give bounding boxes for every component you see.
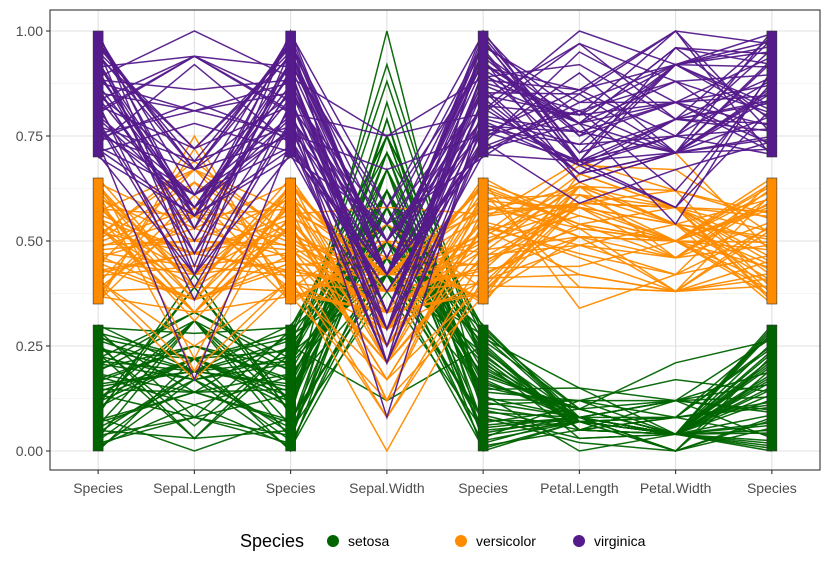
series-line-versicolor	[97, 244, 773, 364]
legend-title: Species	[240, 531, 304, 551]
legend-key-setosa	[327, 535, 339, 547]
species-box-virginica	[477, 30, 489, 158]
x-tick-label: Sepal.Length	[153, 480, 236, 496]
x-tick-label: Species	[458, 480, 508, 496]
x-axis: Species Sepal.Length Species Sepal.Width Spe…	[73, 470, 797, 496]
legend: Species setosa versicolor virginica	[240, 531, 646, 551]
x-tick-label: Species	[73, 480, 123, 496]
species-box-virginica	[285, 30, 296, 158]
y-tick-label: 0.75	[16, 128, 43, 144]
series-line-virginica	[97, 67, 773, 349]
series-line-virginica	[97, 30, 773, 137]
series-line-virginica	[97, 45, 773, 243]
series-line-virginica	[97, 110, 773, 365]
series-line-virginica	[97, 81, 773, 277]
series-line-virginica	[97, 86, 773, 277]
species-box-versicolor	[92, 177, 104, 305]
series-line-versicolor	[97, 199, 773, 348]
series-line-setosa	[97, 239, 773, 440]
species-box-versicolor	[477, 177, 489, 305]
series-line-virginica	[97, 34, 773, 277]
species-box-setosa	[766, 324, 778, 452]
legend-label-versicolor: versicolor	[476, 533, 536, 549]
series-line-versicolor	[97, 168, 772, 259]
y-tick-label: 1.00	[16, 23, 43, 39]
y-tick-label: 0.25	[16, 338, 43, 354]
y-axis: 0.00 0.25 0.50 0.75 1.00	[16, 23, 50, 459]
series-line-virginica	[97, 31, 773, 231]
x-tick-label: Sepal.Width	[349, 480, 424, 496]
x-tick-label: Species	[266, 480, 316, 496]
series-line-versicolor	[98, 185, 772, 314]
series-line-setosa	[97, 189, 773, 410]
series-line-virginica	[97, 39, 773, 277]
series-line-virginica	[97, 118, 772, 365]
series-line-virginica	[97, 30, 773, 348]
series-line-virginica	[97, 57, 773, 277]
panel-border	[49, 9, 821, 471]
legend-label-setosa: setosa	[348, 533, 389, 549]
x-tick-label: Petal.Length	[540, 480, 619, 496]
species-box-versicolor	[285, 177, 296, 305]
series-line-virginica	[98, 79, 773, 315]
legend-label-virginica: virginica	[594, 533, 646, 549]
series-line-versicolor	[97, 228, 773, 348]
y-tick-label: 0.50	[16, 233, 43, 249]
species-box-setosa	[92, 324, 104, 452]
series-line-versicolor	[97, 179, 773, 365]
species-box-virginica	[766, 30, 778, 158]
series-line-virginica	[97, 46, 773, 315]
series-line-virginica	[98, 55, 772, 277]
species-box-setosa	[285, 324, 296, 452]
x-tick-label: Petal.Width	[640, 480, 712, 496]
species-box-setosa	[477, 324, 489, 452]
legend-key-versicolor	[455, 535, 467, 547]
series-line-virginica	[97, 28, 773, 277]
legend-key-virginica	[573, 535, 585, 547]
series-line-versicolor	[97, 164, 773, 276]
y-tick-label: 0.00	[16, 443, 43, 459]
x-tick-label: Species	[747, 480, 797, 496]
series-line-virginica	[97, 36, 773, 366]
series-line-versicolor	[97, 223, 773, 382]
data-lines	[97, 28, 773, 453]
species-boxes	[92, 30, 778, 452]
series-line-virginica	[97, 139, 773, 382]
series-line-setosa	[97, 344, 773, 431]
species-box-versicolor	[766, 177, 778, 305]
species-box-virginica	[92, 30, 104, 158]
